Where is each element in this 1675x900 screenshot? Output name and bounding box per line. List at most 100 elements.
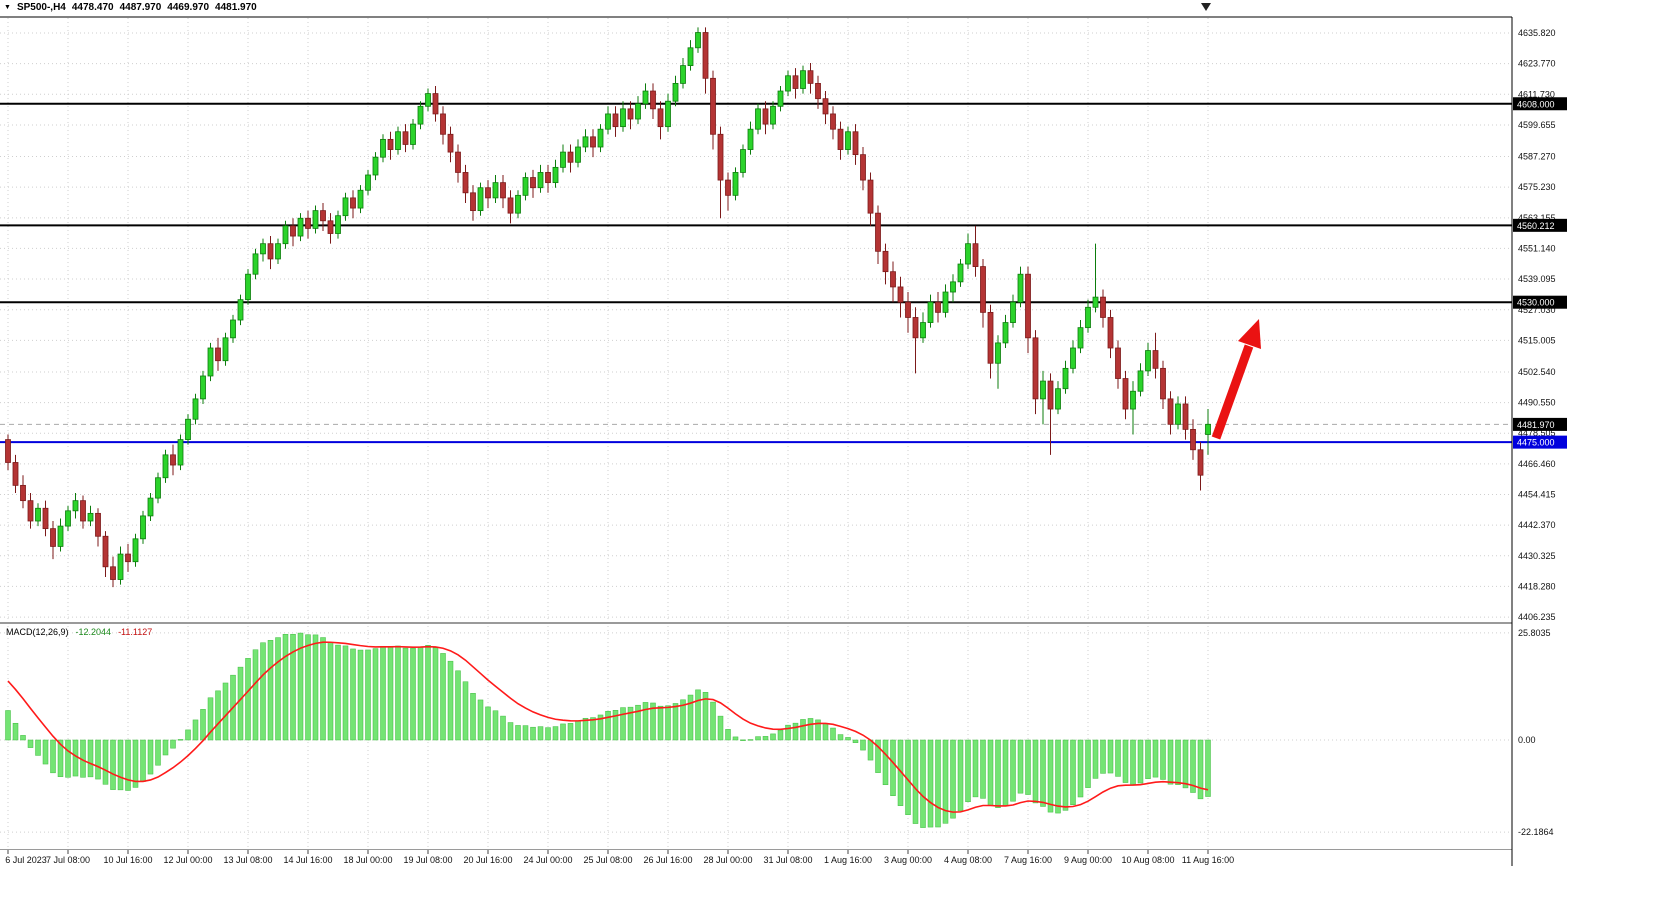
candle-body	[27, 500, 34, 522]
price-tick-label: 4527.030	[1518, 305, 1556, 315]
macd-histogram-bar	[582, 717, 589, 741]
macd-scale-label: -22.1864	[1518, 827, 1554, 837]
candle-body	[282, 225, 289, 245]
candle-body	[935, 301, 941, 313]
macd-histogram-bar	[342, 645, 349, 741]
time-axis-label: 14 Jul 16:00	[283, 855, 332, 865]
macd-histogram-bar	[792, 722, 799, 741]
trend-arrow-annotation	[1211, 319, 1261, 440]
time-axis-label: 18 Jul 00:00	[343, 855, 392, 865]
candle-body	[882, 250, 889, 273]
macd-histogram-bar	[222, 682, 229, 741]
macd-histogram-bar	[87, 739, 94, 778]
candle-body	[987, 311, 994, 364]
macd-histogram-bar	[1190, 739, 1196, 793]
macd-histogram-bar	[762, 736, 769, 741]
price-scale-background[interactable]	[1512, 0, 1675, 900]
macd-histogram-bar	[5, 710, 11, 741]
macd-histogram-bar	[1175, 739, 1181, 785]
macd-histogram-bar	[657, 705, 664, 741]
price-tag-label: 4481.970	[1517, 420, 1555, 430]
macd-histogram-bar	[590, 717, 596, 741]
macd-histogram-bar	[57, 739, 64, 777]
candle-body	[57, 525, 64, 547]
time-axis-label: 24 Jul 00:00	[523, 855, 572, 865]
price-tick-label: 4466.460	[1518, 459, 1556, 469]
macd-histogram-bar	[897, 739, 904, 806]
price-tag: 4530.000	[1513, 295, 1567, 309]
candle-body	[785, 75, 791, 92]
candle-body	[537, 172, 544, 189]
candle-body	[950, 281, 956, 293]
macd-layer	[5, 632, 1211, 828]
candle-body	[417, 105, 424, 125]
macd-histogram-bar	[567, 723, 574, 741]
macd-histogram-bar	[177, 739, 184, 741]
candle-body	[492, 182, 499, 199]
candle-body	[582, 136, 589, 148]
candlestick-layer	[5, 27, 1211, 588]
candle-body	[95, 512, 101, 537]
candle-body	[12, 462, 19, 486]
candle-body	[1190, 429, 1196, 451]
macd-histogram-bar	[282, 634, 289, 741]
macd-histogram-bar	[185, 729, 191, 741]
time-axis-label: 12 Jul 00:00	[163, 855, 212, 865]
candle-body	[350, 197, 356, 209]
candle-body	[725, 179, 731, 196]
candle-body	[1205, 423, 1211, 435]
candle-body	[372, 156, 379, 176]
candle-body	[695, 32, 701, 49]
price-tick-label: 4478.505	[1518, 428, 1556, 438]
candle-body	[1070, 347, 1076, 369]
candle-body	[972, 243, 979, 267]
macd-histogram-bar	[627, 706, 634, 741]
candle-body	[470, 192, 476, 212]
price-tick-label: 4563.155	[1518, 213, 1556, 223]
macd-histogram-bar	[207, 697, 214, 741]
candle-body	[252, 253, 259, 275]
macd-histogram-bar	[27, 739, 34, 748]
macd-histogram-bar	[380, 645, 386, 741]
ohlc-open-value: 4478.470	[71, 2, 114, 13]
candle-body	[1062, 367, 1069, 390]
macd-histogram-bar	[410, 647, 416, 741]
time-axis-label: 1 Aug 16:00	[824, 855, 872, 865]
macd-histogram-bar	[260, 642, 266, 741]
price-scale[interactable]: 4635.820 4623.770 4611.730 4599.655 4587.270…	[1511, 0, 1675, 900]
candle-body	[710, 77, 716, 135]
macd-histogram-bar	[1122, 739, 1129, 783]
time-scale[interactable]: 6 Jul 2023 7 Jul 08:00 10 Jul 16:00 12 Jul …	[5, 850, 1234, 865]
time-axis-label: 10 Aug 08:00	[1121, 855, 1174, 865]
panel-separator[interactable]	[0, 622, 1675, 624]
candle-body	[777, 90, 784, 107]
macd-histogram-bar	[95, 739, 101, 780]
price-tag-label: 4560.212	[1517, 221, 1555, 231]
price-tick-label: 4515.005	[1518, 335, 1556, 345]
macd-histogram-bar	[1085, 739, 1091, 788]
price-tag: 4608.000	[1513, 97, 1567, 111]
candle-body	[605, 113, 611, 130]
macd-histogram-bar	[335, 644, 341, 741]
symbol-info[interactable]: ▼ SP500-,H4 4478.470 4487.970 4469.970 4…	[4, 2, 257, 13]
macd-name: MACD(12,26,9)	[6, 627, 69, 637]
macd-histogram-bar	[912, 739, 919, 824]
macd-histogram-bar	[1070, 739, 1076, 806]
candle-body	[920, 322, 926, 339]
candle-body	[1130, 390, 1136, 410]
macd-histogram-bar	[1182, 739, 1189, 789]
candle-body	[410, 123, 416, 145]
macd-histogram-bar	[1040, 739, 1046, 807]
price-tag-box	[1513, 417, 1567, 431]
macd-histogram-bar	[200, 709, 206, 741]
candle-body	[312, 210, 319, 229]
price-tag: 4560.212	[1513, 218, 1567, 232]
macd-histogram-bar	[867, 739, 874, 761]
macd-histogram-bar	[942, 739, 949, 824]
candle-body	[1040, 380, 1046, 400]
candle-body	[297, 217, 304, 237]
dropdown-triangle-icon[interactable]: ▼	[4, 4, 11, 11]
